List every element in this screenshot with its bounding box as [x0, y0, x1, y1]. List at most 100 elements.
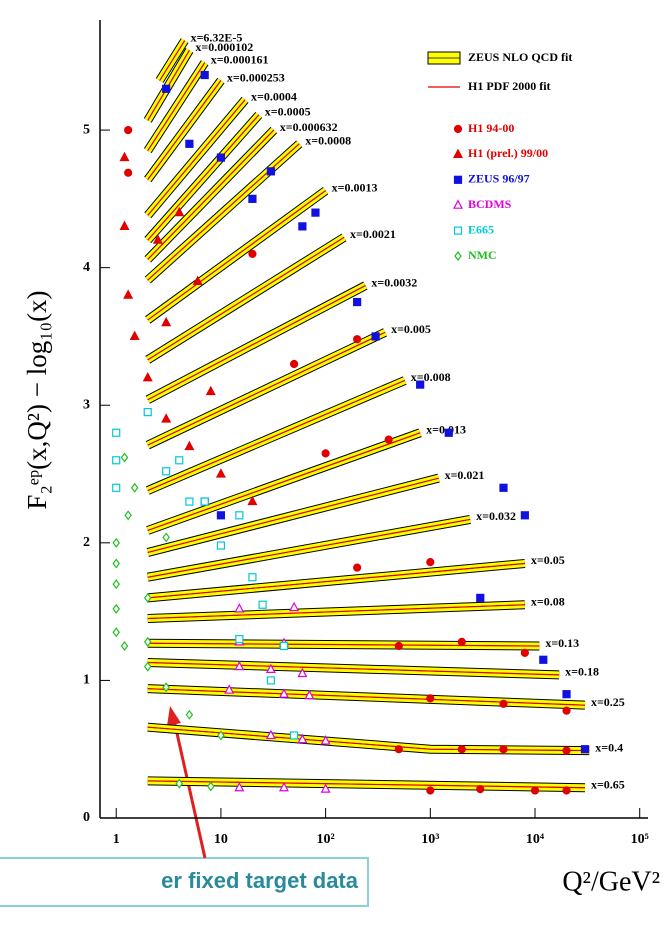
bin-label: x=0.000161	[211, 52, 269, 66]
fit-line	[147, 477, 439, 554]
legend-marker	[453, 124, 463, 134]
data-point	[278, 781, 289, 792]
data-point	[265, 663, 276, 674]
data-point	[112, 428, 121, 437]
legend-marker	[453, 148, 463, 158]
data-point	[112, 603, 120, 614]
legend-label: H1 (prel.) 99/00	[468, 146, 548, 160]
data-point	[562, 746, 571, 755]
data-point	[394, 745, 403, 754]
data-point	[426, 786, 435, 795]
data-point	[200, 497, 209, 506]
data-point	[205, 385, 216, 396]
data-point	[162, 467, 171, 476]
data-point	[520, 648, 529, 657]
data-point	[258, 600, 267, 609]
data-point	[234, 603, 245, 613]
legend-label: H1 PDF 2000 fit	[468, 79, 551, 93]
data-point	[112, 579, 120, 590]
legend-marker	[453, 199, 463, 209]
data-point	[416, 380, 425, 389]
data-point	[499, 745, 508, 754]
data-point	[216, 511, 226, 520]
data-point	[248, 249, 257, 258]
data-point	[120, 452, 129, 463]
fit-line	[147, 114, 260, 241]
data-point	[112, 627, 120, 638]
data-point	[234, 660, 245, 671]
data-point	[143, 661, 152, 672]
data-point	[266, 676, 275, 685]
bin-label: x=0.0032	[371, 275, 417, 289]
data-point	[289, 359, 299, 369]
legend-label: ZEUS NLO QCD fit	[468, 50, 572, 64]
data-point	[124, 168, 133, 177]
data-point	[247, 495, 258, 506]
bin-label: x=0.032	[476, 509, 516, 523]
data-point	[499, 699, 508, 708]
data-point	[161, 413, 172, 423]
data-point	[562, 706, 571, 715]
legend-label: ZEUS 96/97	[468, 172, 530, 186]
annotation-box	[0, 857, 369, 907]
data-point	[185, 139, 194, 148]
data-point	[353, 563, 362, 572]
fit-line	[147, 562, 525, 599]
legend-label: BCDMS	[468, 197, 512, 211]
data-point	[112, 537, 120, 548]
data-point	[353, 297, 362, 307]
bin-label: x=6.32E-5	[191, 30, 243, 44]
data-point	[248, 573, 257, 582]
data-point	[152, 234, 163, 244]
fit-line	[147, 379, 405, 492]
data-point	[142, 371, 153, 382]
data-point	[129, 330, 140, 341]
bin-label: x=0.021	[445, 468, 485, 482]
fit-line	[147, 331, 386, 446]
data-point	[353, 335, 362, 344]
fit-line	[147, 236, 345, 361]
y-tick-label: 4	[83, 260, 90, 275]
data-point	[112, 483, 121, 492]
data-point	[476, 785, 485, 794]
bin-label: x=0.25	[591, 695, 625, 709]
data-point	[162, 682, 170, 693]
data-point	[174, 206, 185, 217]
fit-line	[147, 518, 471, 578]
data-point	[476, 593, 485, 602]
bin-label: x=0.0005	[265, 105, 311, 119]
data-point	[235, 635, 244, 644]
bin-label: x=0.000102	[195, 40, 253, 54]
fit-line	[147, 661, 560, 676]
data-point	[278, 688, 289, 698]
fit-line	[147, 190, 326, 321]
data-point	[562, 690, 571, 699]
legend-label: H1 94-00	[468, 121, 514, 135]
fit-band	[147, 723, 590, 755]
data-point	[234, 781, 245, 792]
x-axis-label: Q²/GeV²	[562, 866, 660, 897]
data-point	[265, 729, 276, 740]
data-point	[200, 70, 209, 80]
data-point	[457, 745, 466, 754]
fit-line	[147, 62, 206, 152]
data-point	[175, 456, 184, 465]
data-point	[162, 84, 171, 93]
data-point	[580, 745, 590, 754]
data-point	[371, 332, 380, 341]
fit-line	[147, 432, 421, 532]
y-tick-label: 0	[83, 810, 90, 825]
bin-label: x=0.0013	[332, 180, 378, 194]
data-point	[320, 735, 331, 745]
data-point	[192, 275, 203, 286]
data-point	[123, 289, 134, 299]
data-point	[161, 316, 172, 327]
data-point	[562, 786, 571, 795]
data-point	[185, 709, 194, 720]
y-tick-label: 2	[83, 535, 90, 550]
data-point	[394, 641, 403, 651]
fit-line	[147, 285, 366, 401]
bin-label: x=0.0004	[251, 90, 297, 104]
